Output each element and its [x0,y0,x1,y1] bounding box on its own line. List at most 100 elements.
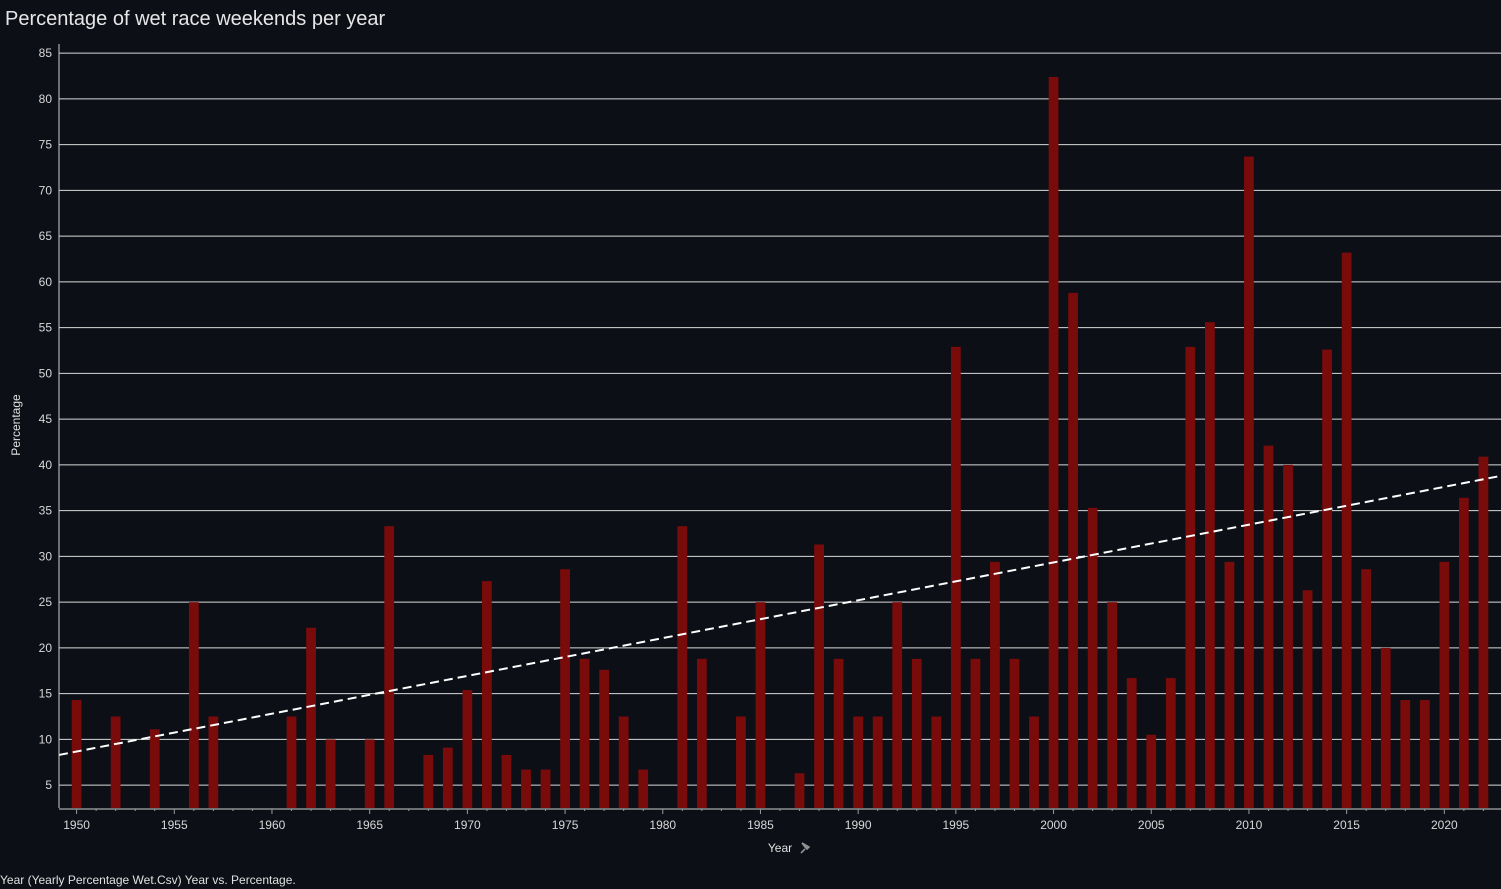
bar-1954[interactable] [149,729,160,808]
y-axis-title: Percentage [9,394,23,456]
bar-2000[interactable] [1048,76,1059,809]
bar-1990[interactable] [853,716,864,808]
y-tick-label: 10 [39,732,53,746]
bar-1987[interactable] [794,773,805,808]
bar-1989[interactable] [833,658,844,808]
bar-1982[interactable] [696,658,707,808]
bar-1970[interactable] [462,689,473,808]
bar-2004[interactable] [1126,678,1137,808]
bar-2001[interactable] [1068,292,1078,809]
grid-lines [59,52,1501,786]
bar-1995[interactable] [950,346,961,808]
bar-2013[interactable] [1302,590,1313,808]
x-tick-label: 2020 [1431,818,1458,832]
bar-2017[interactable] [1380,647,1391,808]
bar-2006[interactable] [1165,678,1176,808]
bar-2007[interactable] [1185,346,1196,808]
bar-1957[interactable] [208,716,219,808]
bar-1977[interactable] [599,669,610,808]
y-tick-label: 50 [39,366,53,380]
bar-1972[interactable] [501,754,512,808]
x-tick-labels: 1950 1955 1960 1965 1970 1975 1980 1985 1990 1995… [63,818,1458,832]
bar-2016[interactable] [1361,569,1372,808]
y-tick-label: 60 [39,275,53,289]
bar-1963[interactable] [325,739,336,808]
x-tick-label: 1990 [845,818,872,832]
y-tick-label: 70 [39,183,53,197]
bar-1965[interactable] [364,739,375,808]
bar-1973[interactable] [521,769,531,808]
pin-icon[interactable] [800,842,811,854]
bar-1985[interactable] [755,602,766,808]
y-tick-labels: 5 10 15 20 25 30 35 40 45 50 55 60 65 70 75 80 85 [39,46,53,792]
bar-2020[interactable] [1439,561,1450,808]
bar-2019[interactable] [1419,700,1430,808]
bar-1999[interactable] [1029,716,1039,808]
x-tick-label: 1950 [63,818,90,832]
bar-1998[interactable] [1009,658,1020,808]
bar-1997[interactable] [990,561,1000,808]
y-tick-label: 55 [39,321,53,335]
trend-line-group [58,474,1501,756]
bar-1956[interactable] [188,602,199,808]
x-tick-label: 2000 [1040,818,1067,832]
x-tick-label: 1965 [356,818,383,832]
bar-2008[interactable] [1204,322,1215,808]
bar-2011[interactable] [1263,445,1274,808]
x-tick-label: 1980 [649,818,676,832]
bar-1979[interactable] [638,769,649,808]
bar-2014[interactable] [1322,349,1332,808]
bar-1984[interactable] [736,716,746,808]
y-tick-label: 15 [39,687,53,701]
bar-1962[interactable] [306,627,316,808]
bar-1981[interactable] [677,526,688,808]
x-tick-label: 2015 [1333,818,1360,832]
y-tick-label: 30 [39,549,53,563]
bar-1968[interactable] [423,754,434,808]
bar-1969[interactable] [442,747,453,808]
y-tick-label: 65 [39,229,53,243]
y-tick-label: 25 [39,595,53,609]
y-tick-label: 75 [39,138,53,152]
x-tick-label: 1975 [552,818,579,832]
bar-2009[interactable] [1224,561,1235,808]
bar-2022[interactable] [1478,456,1489,808]
bar-1996[interactable] [970,658,981,808]
bar-2010[interactable] [1244,156,1254,808]
y-tick-label: 20 [39,641,53,655]
bar-1952[interactable] [110,716,121,808]
bar-2002[interactable] [1087,507,1098,808]
x-axis-title: Year [768,841,792,855]
bar-1993[interactable] [911,658,922,808]
bar-1950[interactable] [71,700,82,808]
x-tick-label: 2010 [1236,818,1263,832]
bar-1961[interactable] [286,716,297,808]
y-tick-label: 85 [39,46,53,60]
bar-1988[interactable] [814,544,824,808]
y-tick-label: 40 [39,458,53,472]
bar-1966[interactable] [384,526,395,808]
bar-series [71,76,1489,809]
bar-2018[interactable] [1400,700,1411,808]
bar-1992[interactable] [892,602,903,808]
bar-1971[interactable] [482,581,492,808]
y-tick-label: 45 [39,412,53,426]
axes [58,44,1501,814]
trend-line [58,474,1501,756]
bar-1974[interactable] [540,769,551,808]
bar-1975[interactable] [560,569,570,808]
x-tick-label: 1995 [943,818,970,832]
bar-1991[interactable] [872,716,883,808]
bar-2021[interactable] [1458,497,1469,808]
x-tick-label: 1960 [259,818,286,832]
bar-1978[interactable] [618,716,629,808]
chart-caption: Year (Yearly Percentage Wet.Csv) Year vs… [0,873,296,887]
bar-2003[interactable] [1107,602,1118,808]
bar-2005[interactable] [1146,734,1157,808]
y-tick-label: 35 [39,504,53,518]
bar-2012[interactable] [1283,464,1293,808]
bar-1994[interactable] [931,716,942,808]
bar-1976[interactable] [579,658,590,808]
bar-2015[interactable] [1341,252,1352,809]
